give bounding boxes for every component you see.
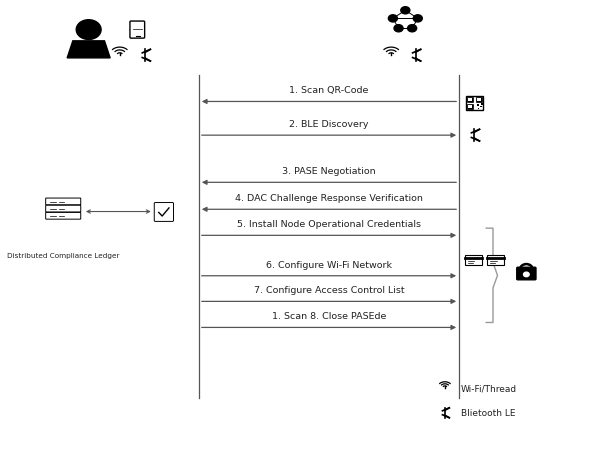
FancyBboxPatch shape [155, 203, 174, 222]
Text: 6. Configure Wi-Fi Network: 6. Configure Wi-Fi Network [266, 260, 392, 269]
Bar [467, 98, 473, 103]
Circle shape [413, 16, 422, 23]
Text: 1. Scan QR-Code: 1. Scan QR-Code [289, 86, 368, 95]
Text: 5. Install Node Operational Credentials: 5. Install Node Operational Credentials [237, 220, 421, 229]
Text: Blietooth LE: Blietooth LE [461, 408, 515, 417]
Circle shape [524, 272, 529, 277]
FancyBboxPatch shape [46, 198, 81, 205]
Bar [478, 109, 479, 110]
Circle shape [76, 21, 101, 41]
Bar [477, 99, 480, 102]
Bar [468, 106, 471, 109]
Circle shape [388, 16, 397, 23]
Bar [481, 104, 483, 106]
Text: 4. DAC Challenge Response Verification: 4. DAC Challenge Response Verification [235, 193, 423, 202]
Bar [468, 99, 471, 102]
Bar [466, 97, 483, 110]
Circle shape [394, 26, 403, 33]
FancyBboxPatch shape [46, 206, 81, 212]
Bar [480, 107, 482, 108]
Text: Wi-Fi/Thread: Wi-Fi/Thread [461, 383, 517, 392]
Text: 1. Scan 8. Close PASEde: 1. Scan 8. Close PASEde [272, 312, 386, 321]
Bar [477, 105, 479, 106]
FancyBboxPatch shape [130, 22, 144, 39]
FancyBboxPatch shape [517, 267, 536, 280]
Text: Distributed Compliance Ledger: Distributed Compliance Ledger [7, 253, 119, 258]
Bar [488, 255, 504, 265]
Bar [476, 98, 482, 103]
Polygon shape [67, 42, 110, 59]
Text: 7. Configure Access Control List: 7. Configure Access Control List [254, 285, 404, 295]
Bar [467, 105, 473, 110]
Circle shape [401, 8, 410, 15]
Circle shape [407, 26, 417, 33]
FancyBboxPatch shape [46, 213, 81, 220]
Bar [465, 255, 482, 265]
Text: 2. BLE Discovery: 2. BLE Discovery [289, 120, 369, 129]
Text: 3. PASE Negotiation: 3. PASE Negotiation [282, 167, 376, 176]
